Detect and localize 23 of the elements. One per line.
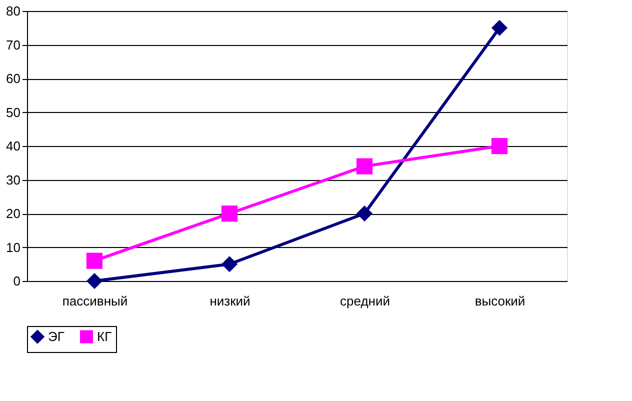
x-tick-label: средний xyxy=(340,294,390,308)
point xyxy=(221,205,238,222)
y-tick-label: 50 xyxy=(6,104,20,120)
y-tick-label: 20 xyxy=(6,206,20,221)
x-tick-label: высокий xyxy=(474,294,526,308)
y-tick-label: 0 xyxy=(13,274,20,288)
point xyxy=(86,252,103,269)
point xyxy=(221,256,238,272)
legend-label: КГ xyxy=(97,328,112,344)
y-tick-label: 10 xyxy=(6,240,20,255)
y-tick-label: 60 xyxy=(6,71,20,86)
point xyxy=(491,138,508,154)
point xyxy=(356,158,373,174)
y-tick-label: 30 xyxy=(6,172,20,188)
y-tick-label: 70 xyxy=(6,37,20,52)
point xyxy=(491,20,508,36)
y-tick-label: 40 xyxy=(6,138,20,154)
point xyxy=(356,205,373,222)
x-tick-label: пассивный xyxy=(62,294,128,308)
x-tick-label: низкий xyxy=(210,294,250,308)
y-tick-label: 80 xyxy=(6,4,20,18)
point xyxy=(86,272,103,290)
legend-label: ЭГ xyxy=(48,328,64,344)
